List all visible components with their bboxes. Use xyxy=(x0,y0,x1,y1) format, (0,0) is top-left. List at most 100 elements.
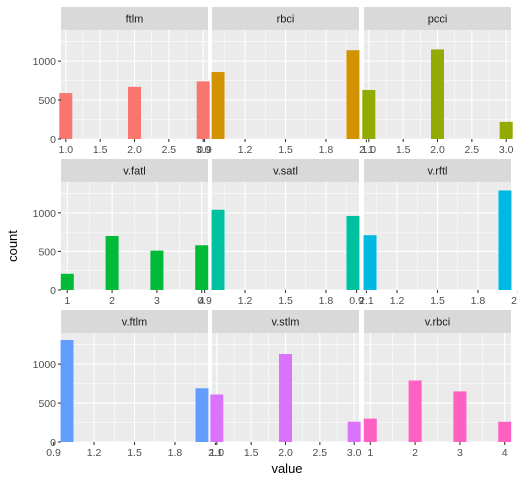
x-tick-label: 0.9 xyxy=(46,447,61,459)
facet-panel-v-rftl: v.rftl 0.9 1.2 1.5 1.8 2.1 xyxy=(349,159,518,307)
x-tick-label: 2.0 xyxy=(278,447,293,459)
facet-strip xyxy=(212,310,359,333)
y-tick-label: 500 xyxy=(38,95,56,107)
x-tick-label: 0.9 xyxy=(197,295,212,307)
x-tick-label: 1.8 xyxy=(471,295,486,307)
x-tick-label: 1.5 xyxy=(93,144,108,156)
bar-rbci-1 xyxy=(211,72,225,139)
bar-v-rbci-1 xyxy=(363,418,377,442)
bar-v-fatl-3 xyxy=(150,250,164,290)
x-tick-label: 2.5 xyxy=(162,144,177,156)
facet-panel-ftlm: ftlm 1.0 1.5 2.0 2.5 3.0 0 500 1000 xyxy=(33,7,211,156)
facet-strip xyxy=(212,7,359,30)
y-axis-title: count xyxy=(5,230,20,262)
bar-v-rbci-3 xyxy=(453,391,467,442)
facet-panel-v-stlm: v.stlm 1.0 1.5 2.0 2.5 3.0 xyxy=(210,310,362,459)
x-tick-label: 3.0 xyxy=(499,144,514,156)
x-tick-label: 2.5 xyxy=(313,447,328,459)
x-tick-label: 3.0 xyxy=(347,447,362,459)
bar-v-stlm-2 xyxy=(279,354,292,442)
facet-strip-label: v.satl xyxy=(273,166,298,178)
bar-ftlm-1 xyxy=(59,93,73,139)
x-tick-label: 4 xyxy=(199,295,205,307)
x-tick-label: 2.1 xyxy=(511,295,518,307)
bar-ftlm-3 xyxy=(196,81,210,139)
x-tick-label: 1.2 xyxy=(238,144,253,156)
facet-panel-v-ftlm: v.ftlm 0.9 1.2 1.5 1.8 2.1 0 500 1000 xyxy=(33,310,223,459)
x-tick-label: 3.0 xyxy=(196,144,211,156)
x-tick-label: 3 xyxy=(154,295,160,307)
facet-strip xyxy=(61,310,208,333)
x-tick-label: 2.1 xyxy=(359,295,374,307)
y-tick-label: 1000 xyxy=(33,56,57,68)
x-tick-label: 1.5 xyxy=(430,295,445,307)
facet-strip-label: v.stlm xyxy=(272,317,300,329)
x-tick-label: 1.0 xyxy=(362,144,377,156)
bar-v-stlm-1 xyxy=(210,394,224,442)
x-tick-label: 2 xyxy=(109,295,115,307)
x-tick-label: 1.5 xyxy=(278,144,293,156)
x-tick-label: 1.5 xyxy=(396,144,411,156)
y-tick-label: 1000 xyxy=(33,359,57,371)
y-tick-label: 0 xyxy=(50,285,56,297)
x-tick-label: 2 xyxy=(412,447,418,459)
x-tick-label: 1.2 xyxy=(87,447,102,459)
x-tick-label: 1 xyxy=(64,295,70,307)
x-tick-label: 4 xyxy=(502,447,508,459)
x-tick-label: 1.5 xyxy=(244,447,259,459)
bar-v-rftl-1 xyxy=(363,235,377,290)
x-tick-label: 1 xyxy=(367,447,373,459)
bar-v-fatl-4 xyxy=(195,245,209,290)
bar-pcci-2 xyxy=(431,49,444,139)
bar-v-rbci-2 xyxy=(408,380,422,442)
bar-v-fatl-2 xyxy=(105,236,119,290)
bar-rbci-2 xyxy=(346,50,360,139)
bar-v-stlm-3 xyxy=(347,421,361,442)
bar-pcci-3 xyxy=(499,121,513,139)
x-tick-label: 1.2 xyxy=(390,295,405,307)
bar-v-satl-1 xyxy=(211,209,225,290)
facet-strip-label: v.ftlm xyxy=(122,317,147,329)
facet-strip xyxy=(61,7,208,30)
facet-strip xyxy=(61,159,208,182)
facet-strip xyxy=(212,159,359,182)
y-tick-label: 0 xyxy=(50,437,56,449)
facet-strip xyxy=(364,310,511,333)
facet-panel-pcci: pcci 1.0 1.5 2.0 2.5 3.0 xyxy=(362,7,514,156)
x-tick-label: 1.8 xyxy=(319,295,334,307)
x-tick-label: 2.0 xyxy=(430,144,445,156)
x-axis-title: value xyxy=(271,461,302,476)
facet-strip-label: ftlm xyxy=(126,14,144,26)
x-tick-label: 0.9 xyxy=(197,144,212,156)
facet-panel-v-fatl: v.fatl 1 2 3 4 0 500 1000 xyxy=(33,159,209,307)
facet-panel-rbci: rbci 0.9 1.2 1.5 1.8 2.1 xyxy=(197,7,374,156)
x-tick-label: 1.8 xyxy=(319,144,334,156)
bar-v-ftlm-2 xyxy=(195,388,209,442)
x-tick-label: 1.0 xyxy=(59,144,74,156)
y-tick-label: 500 xyxy=(38,246,56,258)
bar-v-rftl-2 xyxy=(498,190,512,290)
x-tick-label: 2.1 xyxy=(359,144,374,156)
x-tick-label: 2.1 xyxy=(208,447,223,459)
facet-strip-label: rbci xyxy=(277,14,295,26)
facet-panel-v-satl: v.satl 0.9 1.2 1.5 1.8 2.1 xyxy=(197,159,374,307)
y-tick-label: 500 xyxy=(38,398,56,410)
facet-strip-label: v.rbci xyxy=(425,317,450,329)
x-tick-label: 2.0 xyxy=(127,144,142,156)
facet-strip xyxy=(364,7,511,30)
bar-v-fatl-1 xyxy=(60,273,74,290)
facet-strip-label: pcci xyxy=(428,14,448,26)
bar-v-ftlm-1 xyxy=(60,340,74,442)
facet-strip-label: v.fatl xyxy=(123,166,145,178)
x-tick-label: 1.2 xyxy=(238,295,253,307)
x-tick-label: 2.5 xyxy=(465,144,480,156)
panels: ftlm 1.0 1.5 2.0 2.5 3.0 0 500 1000 rbci 0.9 1.2 1.5… xyxy=(33,7,518,459)
bar-pcci-1 xyxy=(362,89,376,139)
bar-v-rbci-4 xyxy=(498,421,512,442)
x-tick-label: 1.8 xyxy=(168,447,183,459)
x-tick-label: 1.5 xyxy=(127,447,142,459)
x-tick-label: 0.9 xyxy=(349,295,364,307)
bar-v-satl-2 xyxy=(346,215,360,290)
facet-strip xyxy=(364,159,511,182)
